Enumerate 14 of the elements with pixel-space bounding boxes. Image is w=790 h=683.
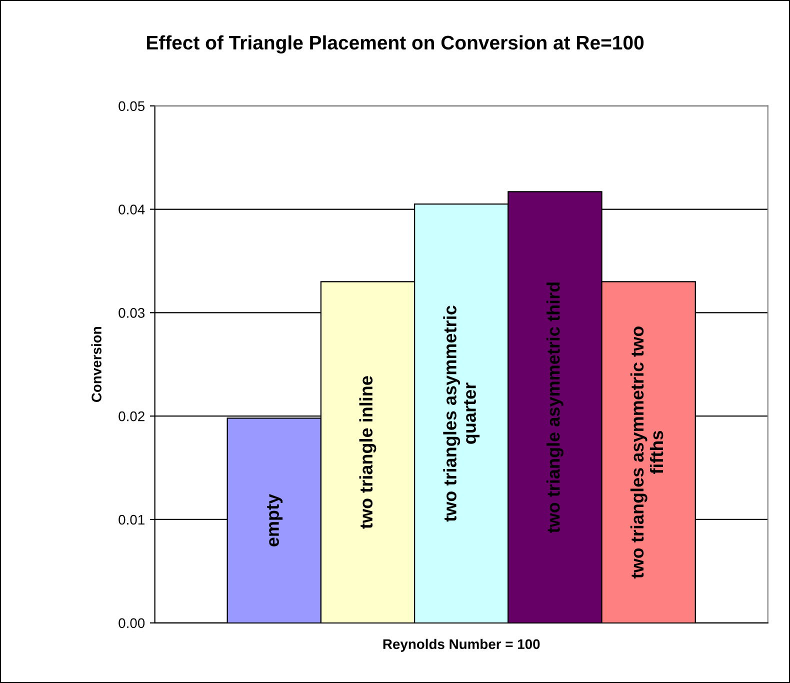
y-tick-label: 0.00: [118, 618, 145, 628]
y-tick-label: 0.04: [118, 204, 145, 214]
x-axis-title: Reynolds Number = 100: [383, 638, 540, 652]
series-label: two triangle asymmetric third: [546, 282, 564, 533]
series-label: two triangle inline: [359, 376, 376, 529]
series-label: two triangles asymmetric two fifths: [630, 326, 664, 578]
series-label: two triangles asymmetric quarter: [443, 306, 480, 522]
chart-title: Effect of Triangle Placement on Conversion at Re=100: [146, 35, 644, 54]
series-label: empty: [267, 494, 283, 546]
y-tick-label: 0.02: [118, 411, 144, 422]
y-axis-title: Conversion: [91, 327, 102, 402]
y-tick-label: 0.05: [118, 101, 145, 112]
y-tick-label: 0.03: [118, 308, 145, 318]
y-tick-label: 0.01: [118, 514, 144, 525]
